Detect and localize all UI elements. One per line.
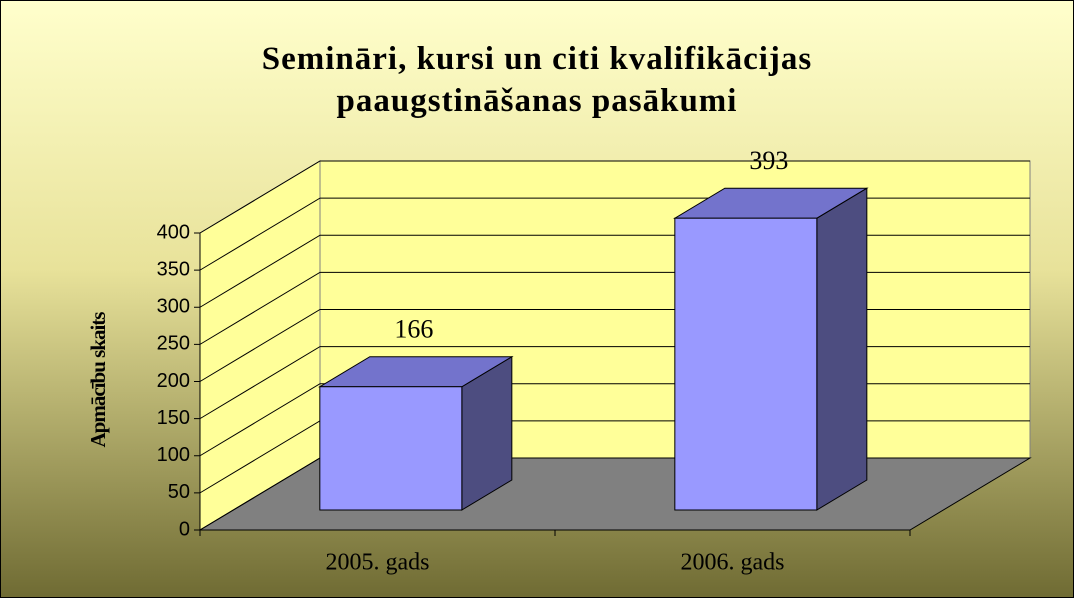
y-tick-label: 100 bbox=[157, 444, 190, 466]
grid-line bbox=[199, 160, 1030, 234]
bar bbox=[674, 217, 818, 511]
y-tick-label: 0 bbox=[179, 518, 190, 540]
y-tick-label: 150 bbox=[157, 407, 190, 429]
y-axis-label: Apmācību skaits bbox=[86, 312, 110, 448]
y-tick-label: 250 bbox=[157, 333, 190, 355]
y-tick-label: 300 bbox=[157, 296, 190, 318]
bar-side bbox=[816, 187, 868, 511]
data-label: 393 bbox=[749, 146, 788, 175]
y-tick-label: 50 bbox=[168, 481, 190, 503]
x-tick-label: 2006. gads bbox=[681, 550, 785, 576]
chart-title: Semināri, kursi un citi kvalifikācijas p… bbox=[261, 41, 813, 119]
bar bbox=[319, 386, 463, 511]
x-tick-label: 2005. gads bbox=[326, 550, 430, 576]
y-tick-label: 200 bbox=[157, 370, 190, 392]
y-tick-label: 400 bbox=[157, 221, 190, 243]
y-tick-label: 350 bbox=[157, 258, 190, 280]
data-label: 166 bbox=[394, 315, 433, 344]
